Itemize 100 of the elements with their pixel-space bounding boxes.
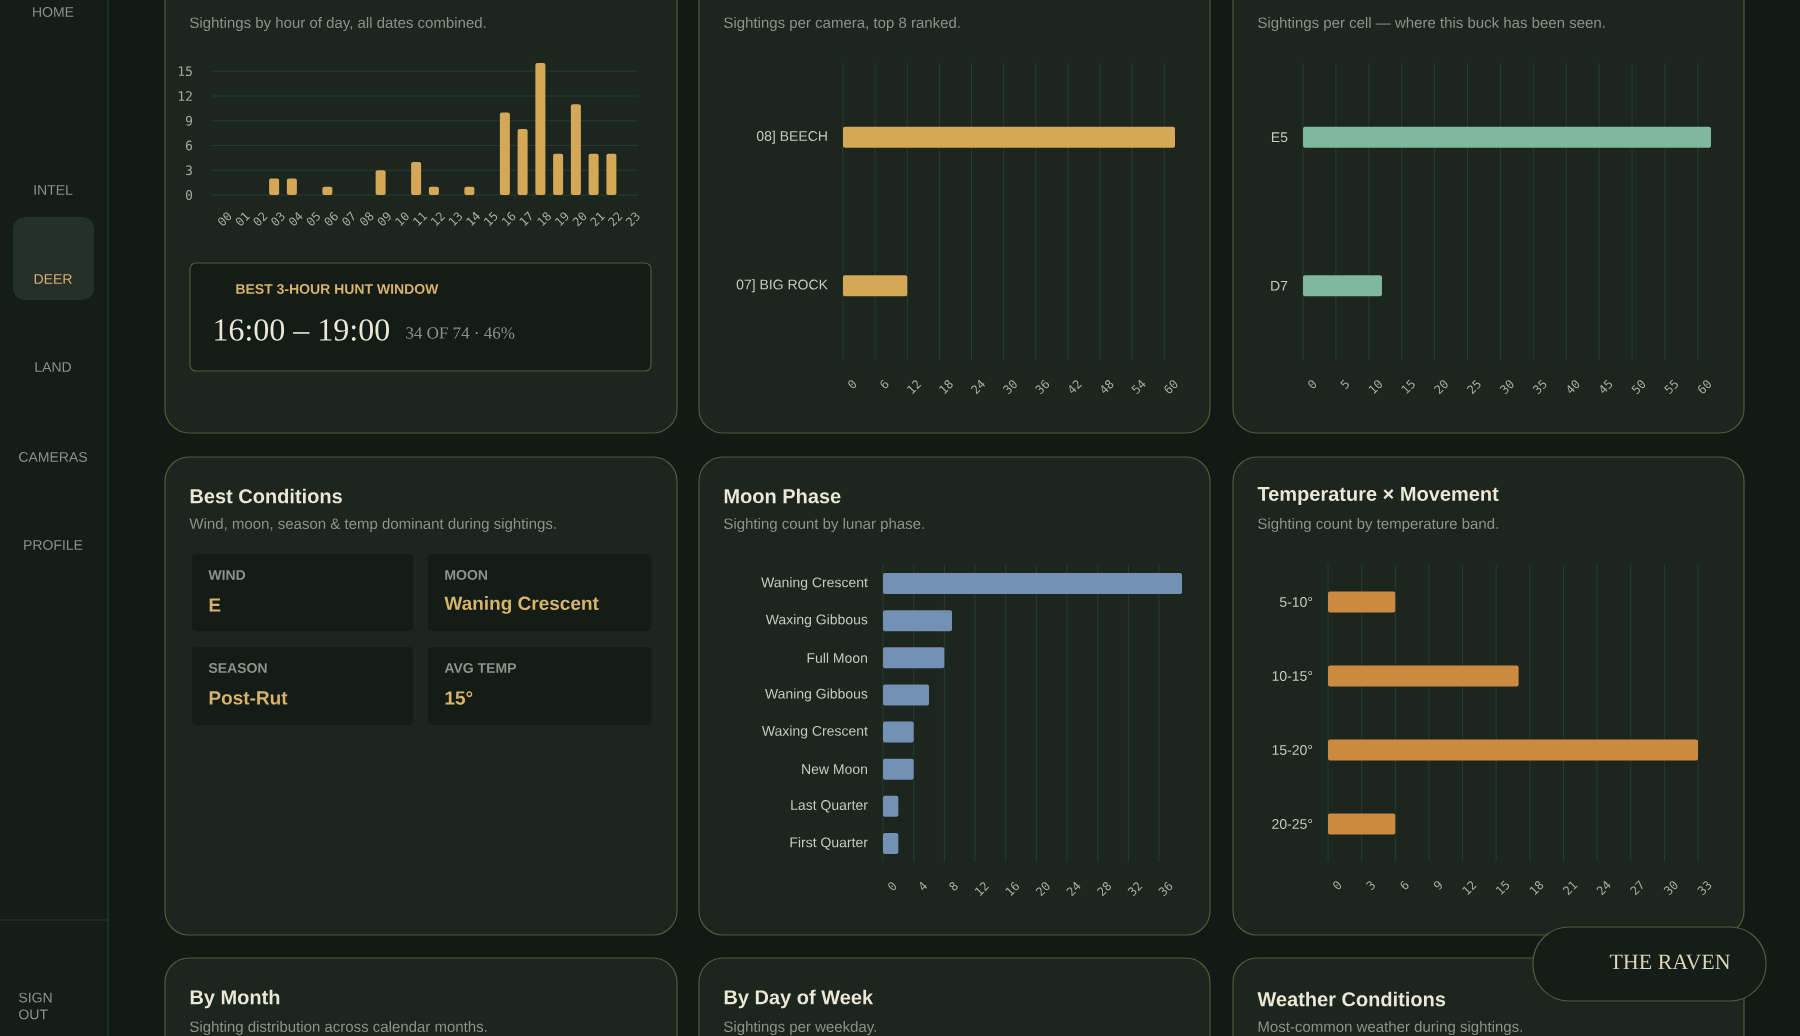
bar: [269, 178, 280, 195]
y-tick-label: 3: [185, 165, 192, 176]
x-tick-label: 9: [1433, 881, 1442, 890]
x-tick-label: 07: [342, 211, 355, 226]
x-tick-label: 16: [1005, 881, 1019, 896]
x-tick-label: 3: [1366, 881, 1375, 891]
bar: [535, 62, 546, 195]
y-tick-label: Waning Gibbous: [765, 688, 868, 702]
x-tick-label: 21: [590, 212, 606, 227]
x-tick-label: 01: [235, 212, 251, 226]
x-tick-label: 16: [501, 211, 516, 227]
x-tick-label: 04: [289, 211, 303, 226]
y-tick-label: 12: [178, 91, 192, 101]
y-tick-label: 15: [178, 66, 192, 77]
x-tick-label: 17: [519, 211, 532, 226]
chart-subtitle: Sighting count by lunar phase.: [724, 518, 924, 532]
x-tick-label: 06: [324, 211, 338, 226]
x-tick-label: 12: [974, 882, 990, 896]
x-tick-label: 00: [218, 212, 232, 226]
chart-title: Moon Phase: [724, 488, 841, 504]
x-tick-label: 20: [572, 212, 587, 227]
text: DEER: [34, 274, 72, 284]
bar: [570, 104, 581, 195]
y-tick-label: 07] BIG ROCK: [736, 279, 828, 293]
x-tick-label: 03: [271, 212, 285, 226]
text: WIND: [208, 570, 246, 580]
chart-subtitle: Sightings by hour of day, all dates combined.: [190, 17, 486, 31]
text: HOME: [33, 7, 74, 17]
y-tick-label: Full Moon: [807, 652, 867, 663]
chart-subtitle: Sightings per camera, top 8 ranked.: [724, 17, 960, 31]
x-tick-label: 12: [1462, 881, 1477, 895]
text: 16:00 – 19:00: [215, 319, 389, 341]
x-tick-label: 33: [1697, 881, 1712, 896]
y-tick-label: 10-15°: [1272, 671, 1313, 681]
x-tick-label: 6: [1400, 880, 1409, 890]
y-tick-label: 15-20°: [1272, 745, 1313, 755]
x-tick-label: 5: [1340, 379, 1349, 389]
y-tick-label: First Quarter: [790, 837, 868, 850]
x-tick-label: 22: [607, 212, 623, 227]
x-tick-label: 27: [1630, 880, 1643, 896]
y-tick-label: E5: [1271, 132, 1288, 143]
x-tick-label: 28: [1097, 882, 1112, 897]
bar: [553, 153, 564, 195]
chart-subtitle: Sightings per cell — where this buck has been seen.: [1258, 17, 1605, 31]
x-tick-label: 0: [848, 380, 857, 389]
x-tick-label: 30: [1499, 380, 1514, 395]
bar: [606, 153, 617, 195]
text: By Day of Week: [724, 989, 874, 1009]
x-tick-label: 24: [970, 379, 986, 395]
x-tick-label: 40: [1567, 380, 1580, 394]
x-tick-label: 20: [1035, 882, 1050, 897]
x-tick-label: 10: [395, 212, 409, 227]
x-tick-label: 4: [919, 881, 928, 890]
text: 34 OF 74 · 46%: [406, 327, 515, 339]
x-tick-label: 11: [412, 212, 428, 226]
text: Wind, moon, season & temp dominant during sightings.: [189, 518, 556, 532]
y-tick-label: New Moon: [802, 764, 867, 775]
x-tick-label: 18: [939, 380, 953, 394]
x-tick-label: 19: [555, 212, 569, 227]
x-tick-label: 12: [907, 380, 922, 394]
x-tick-label: 36: [1035, 379, 1050, 395]
x-tick-label: 14: [466, 211, 480, 226]
x-tick-label: 10: [1368, 380, 1382, 394]
x-tick-label: 18: [537, 212, 551, 227]
text: SEASON: [208, 663, 267, 673]
x-tick-label: 30: [1663, 881, 1678, 896]
bar: [286, 178, 297, 195]
x-tick-label: 6: [880, 379, 889, 389]
x-tick-label: 12: [430, 212, 446, 227]
text: MOON: [445, 570, 488, 580]
y-tick-label: Waning Crescent: [761, 577, 868, 591]
x-tick-label: 25: [1466, 379, 1481, 395]
y-tick-label: 0: [185, 190, 193, 200]
x-tick-label: 24: [1066, 881, 1081, 897]
x-tick-label: 13: [448, 212, 462, 227]
text: CAMERAS: [19, 452, 87, 462]
bar: [375, 170, 386, 195]
bar: [588, 153, 599, 195]
text: Sighting distribution across calendar months.: [190, 1021, 487, 1035]
text: Post-Rut: [209, 691, 288, 705]
text: Sightings per weekday.: [724, 1021, 876, 1035]
x-tick-label: 36: [1158, 881, 1173, 897]
x-tick-label: 45: [1600, 379, 1613, 393]
y-tick-label: 08] BEECH: [756, 130, 827, 144]
x-tick-label: 30: [1002, 380, 1017, 395]
y-tick-label: D7: [1271, 280, 1288, 291]
y-tick-label: 9: [185, 115, 193, 126]
x-tick-label: 05: [306, 211, 320, 226]
x-tick-label: 15: [1401, 379, 1415, 394]
text: BEST 3-HOUR HUNT WINDOW: [236, 284, 439, 294]
text: 15°: [445, 691, 473, 705]
x-tick-label: 09: [377, 212, 391, 226]
x-tick-label: 0: [888, 882, 897, 891]
y-tick-label: 20-25°: [1272, 819, 1313, 829]
x-tick-label: 21: [1562, 881, 1578, 896]
x-tick-label: 24: [1596, 880, 1611, 896]
x-tick-label: 08: [360, 212, 374, 226]
x-tick-label: 35: [1532, 379, 1547, 395]
x-tick-label: 60: [1164, 380, 1178, 394]
y-tick-label: Waxing Crescent: [761, 725, 868, 739]
